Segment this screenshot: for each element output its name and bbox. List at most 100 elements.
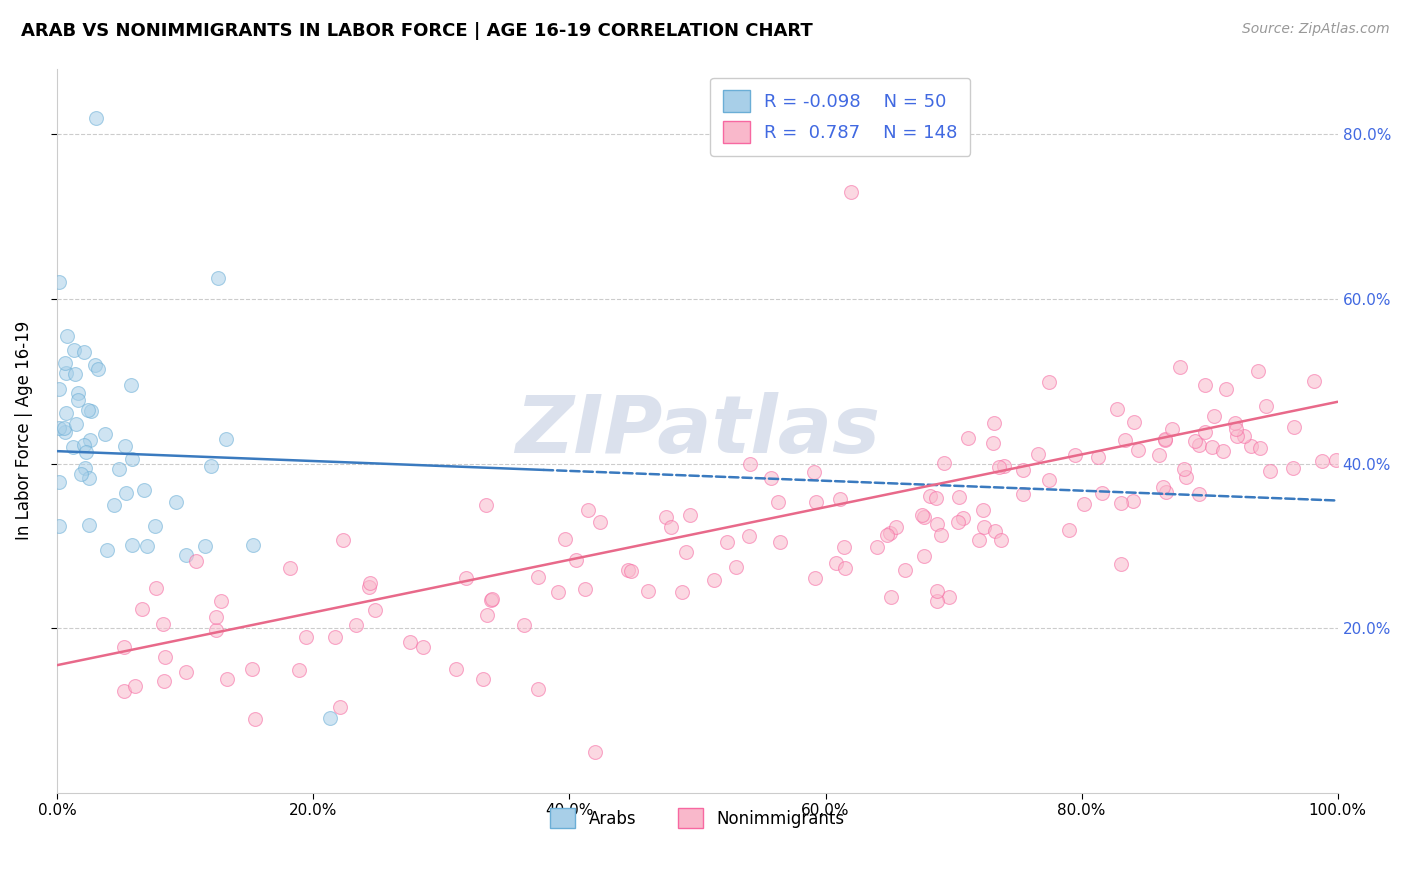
Point [48,421,70,435]
Point [952,511,974,525]
Point [364,602,387,616]
Point [294,631,316,645]
Point [108,462,131,476]
Point [165,495,187,509]
Point [716,535,738,549]
Point [153,650,176,665]
Point [186,554,208,568]
Text: ZIPatlas: ZIPatlas [515,392,880,469]
Point [920,489,942,503]
Point [475,498,498,512]
Point [1038,375,1060,389]
Point [987,460,1010,475]
Point [53,356,76,370]
Point [1282,461,1305,475]
Point [948,490,970,504]
Point [332,533,354,547]
Point [912,510,935,524]
Text: ARAB VS NONIMMIGRANTS IN LABOR FORCE | AGE 16-19 CORRELATION CHART: ARAB VS NONIMMIGRANTS IN LABOR FORCE | A… [21,22,813,40]
Point [121,538,143,552]
Point [329,700,352,714]
Point [513,618,536,632]
Point [63,367,86,381]
Point [911,508,934,523]
Point [72,344,94,359]
Point [124,679,146,693]
Point [319,711,342,725]
Point [617,563,640,577]
Point [675,544,697,558]
Point [145,518,167,533]
Point [927,516,949,531]
Point [876,528,898,542]
Point [759,471,782,485]
Point [48,383,70,397]
Point [830,491,852,506]
Point [1174,470,1197,484]
Point [87,362,110,376]
Point [399,635,422,649]
Point [479,593,502,607]
Point [1122,494,1144,508]
Point [655,509,678,524]
Point [62,440,84,454]
Point [1187,438,1209,452]
Point [1161,422,1184,436]
Point [412,640,434,654]
Point [834,560,856,574]
Point [112,640,135,654]
Point [1240,439,1263,453]
Point [145,581,167,595]
Point [1073,497,1095,511]
Point [207,271,229,285]
Point [359,576,381,591]
Point [1109,557,1132,571]
Point [194,539,217,553]
Point [1152,480,1174,494]
Point [209,594,232,608]
Point [121,451,143,466]
Point [931,528,953,542]
Point [456,571,478,585]
Point [112,684,135,698]
Point [73,438,96,452]
Point [583,745,606,759]
Point [357,580,380,594]
Point [75,461,97,475]
Point [1225,422,1247,436]
Point [63,343,86,357]
Point [880,591,903,605]
Point [53,425,76,439]
Point [1303,374,1326,388]
Point [77,403,100,417]
Point [1123,415,1146,429]
Point [803,465,825,479]
Point [925,583,948,598]
Point [990,533,1012,547]
Point [724,560,747,574]
Point [96,543,118,558]
Point [547,584,569,599]
Point [79,433,101,447]
Point [287,663,309,677]
Point [825,557,848,571]
Point [242,538,264,552]
Point [1247,364,1270,378]
Point [475,607,498,622]
Point [1223,416,1246,430]
Point [48,276,70,290]
Point [55,406,77,420]
Point [620,565,643,579]
Point [52,420,75,434]
Point [1153,433,1175,447]
Point [103,498,125,512]
Point [637,584,659,599]
Point [1114,433,1136,447]
Text: Source: ZipAtlas.com: Source: ZipAtlas.com [1241,22,1389,37]
Point [1173,462,1195,476]
Point [280,560,302,574]
Point [1087,450,1109,465]
Point [766,494,789,508]
Point [79,518,101,533]
Point [1147,448,1170,462]
